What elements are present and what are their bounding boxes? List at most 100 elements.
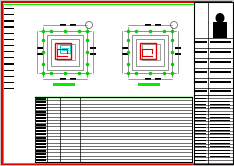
Bar bbox=[55, 43, 71, 59]
Bar bbox=[195, 137, 206, 138]
Bar bbox=[195, 111, 206, 112]
Bar bbox=[210, 137, 230, 138]
Bar bbox=[60, 24, 66, 26]
Bar bbox=[4, 14, 14, 15]
Bar bbox=[195, 104, 206, 105]
Bar bbox=[122, 47, 128, 49]
Bar bbox=[175, 53, 181, 55]
Bar bbox=[132, 35, 168, 70]
Bar bbox=[36, 150, 45, 152]
Bar bbox=[195, 150, 206, 151]
Bar bbox=[90, 47, 96, 49]
Bar bbox=[36, 143, 45, 145]
Bar bbox=[210, 101, 230, 102]
Bar bbox=[155, 24, 161, 26]
Bar bbox=[195, 97, 206, 98]
Bar bbox=[210, 133, 230, 134]
Bar bbox=[70, 78, 76, 80]
Bar bbox=[36, 156, 45, 158]
Bar bbox=[210, 127, 230, 128]
Bar bbox=[195, 146, 206, 147]
Bar bbox=[4, 26, 14, 28]
Bar bbox=[195, 133, 206, 134]
Bar bbox=[145, 78, 151, 80]
Bar bbox=[37, 53, 43, 55]
Bar bbox=[195, 117, 206, 118]
Bar bbox=[128, 31, 172, 73]
Bar bbox=[142, 44, 160, 60]
Bar bbox=[195, 143, 206, 144]
Bar bbox=[4, 82, 14, 83]
Bar bbox=[210, 156, 230, 157]
Bar bbox=[175, 47, 181, 49]
Bar bbox=[36, 153, 45, 155]
Bar bbox=[36, 130, 45, 132]
Bar bbox=[195, 120, 206, 121]
Bar bbox=[210, 114, 230, 115]
Bar bbox=[210, 153, 230, 154]
Bar bbox=[4, 76, 14, 77]
Bar bbox=[36, 133, 45, 135]
Bar bbox=[210, 140, 230, 141]
Bar bbox=[4, 63, 14, 65]
Bar bbox=[60, 45, 70, 53]
Bar bbox=[210, 61, 231, 63]
Bar bbox=[195, 156, 206, 157]
Bar bbox=[36, 101, 45, 103]
Bar bbox=[210, 97, 230, 98]
Bar bbox=[4, 20, 14, 22]
Bar bbox=[195, 81, 207, 83]
Bar bbox=[51, 39, 79, 66]
Bar bbox=[4, 39, 14, 40]
Bar bbox=[37, 47, 43, 49]
Bar bbox=[36, 107, 45, 109]
Bar bbox=[35, 97, 192, 162]
Bar bbox=[57, 44, 75, 60]
Bar bbox=[145, 24, 151, 26]
Bar bbox=[122, 53, 128, 55]
Bar bbox=[4, 88, 14, 89]
Bar bbox=[210, 150, 230, 151]
Bar bbox=[36, 114, 45, 116]
Bar bbox=[210, 146, 230, 147]
Bar bbox=[4, 51, 14, 52]
Bar bbox=[140, 43, 156, 59]
Bar bbox=[195, 130, 206, 131]
Bar bbox=[36, 127, 45, 129]
Bar bbox=[195, 41, 207, 43]
Bar bbox=[36, 104, 45, 106]
Bar bbox=[53, 83, 75, 85]
Bar bbox=[36, 111, 45, 113]
Bar bbox=[70, 24, 76, 26]
Bar bbox=[195, 153, 206, 154]
Bar bbox=[4, 33, 14, 34]
Bar bbox=[36, 124, 45, 126]
Bar bbox=[138, 83, 160, 85]
Bar bbox=[155, 78, 161, 80]
Bar bbox=[194, 2, 233, 164]
Bar bbox=[4, 57, 14, 58]
Bar bbox=[210, 51, 231, 52]
Bar bbox=[210, 130, 230, 131]
Bar bbox=[210, 71, 231, 73]
Bar bbox=[210, 143, 230, 144]
Bar bbox=[4, 45, 14, 46]
Bar bbox=[195, 160, 206, 161]
Ellipse shape bbox=[216, 13, 224, 23]
Bar bbox=[195, 61, 207, 63]
Bar bbox=[195, 127, 206, 128]
Bar bbox=[36, 159, 45, 161]
Bar bbox=[195, 90, 207, 92]
Bar bbox=[195, 71, 207, 73]
Bar bbox=[90, 53, 96, 55]
Bar bbox=[210, 104, 230, 105]
Bar bbox=[195, 140, 206, 141]
Bar bbox=[4, 8, 14, 9]
Bar bbox=[210, 120, 230, 121]
Bar bbox=[210, 81, 231, 83]
Bar bbox=[36, 120, 45, 122]
Bar bbox=[136, 39, 164, 66]
Bar bbox=[36, 146, 45, 148]
Bar bbox=[210, 107, 230, 108]
Bar bbox=[195, 124, 206, 125]
